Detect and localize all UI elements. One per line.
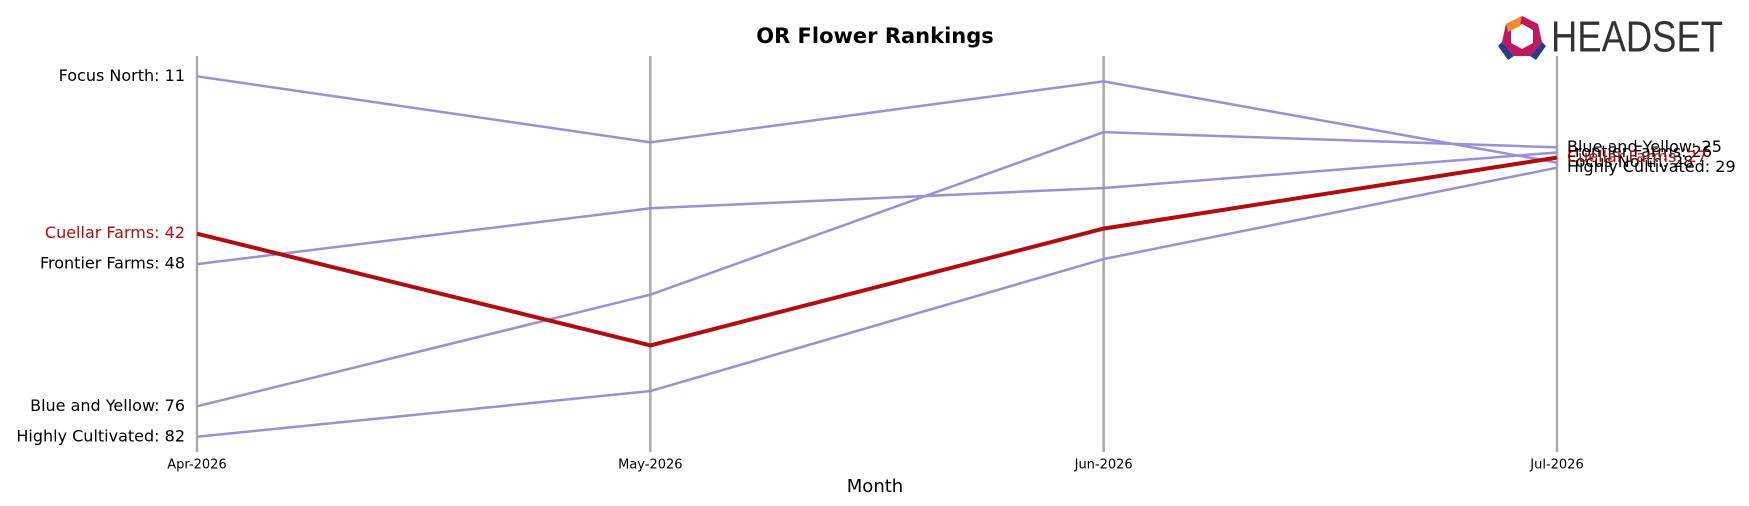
x-tick-label: Apr-2026 bbox=[167, 458, 226, 473]
logo-text: HEADSET bbox=[1551, 13, 1723, 62]
value-label: Highly Cultivated: 29 bbox=[1567, 157, 1736, 176]
x-tick-label: Jul-2026 bbox=[1529, 458, 1583, 473]
logo-icon-part bbox=[1506, 16, 1522, 32]
x-axis-label: Month bbox=[847, 476, 903, 497]
logo-icon-part bbox=[1530, 42, 1546, 60]
x-tick-label: Jun-2026 bbox=[1074, 458, 1133, 473]
logo-icon-hole bbox=[1511, 24, 1533, 49]
value-label: Highly Cultivated: 82 bbox=[16, 426, 185, 445]
value-label: Blue and Yellow: 76 bbox=[30, 396, 185, 415]
value-label: Focus North: 11 bbox=[59, 66, 185, 85]
value-label: Cuellar Farms: 27 bbox=[1567, 147, 1707, 166]
value-label: Frontier Farms: 26 bbox=[1567, 142, 1712, 161]
series-line bbox=[196, 166, 1558, 439]
logo: HEADSET bbox=[1498, 13, 1723, 62]
logo-icon-part bbox=[1498, 42, 1514, 60]
value-label: Focus North: 28 bbox=[1567, 152, 1693, 171]
value-label: Cuellar Farms: 42 bbox=[45, 223, 185, 242]
chart-title: OR Flower Rankings bbox=[756, 24, 994, 48]
series-line bbox=[196, 155, 1558, 348]
series-line bbox=[196, 151, 1558, 266]
series-line bbox=[196, 75, 1558, 164]
value-label: Blue and Yellow: 25 bbox=[1567, 137, 1722, 156]
x-tick-label: May-2026 bbox=[618, 458, 682, 473]
value-label: Frontier Farms: 48 bbox=[40, 254, 185, 273]
series-line bbox=[196, 130, 1558, 408]
